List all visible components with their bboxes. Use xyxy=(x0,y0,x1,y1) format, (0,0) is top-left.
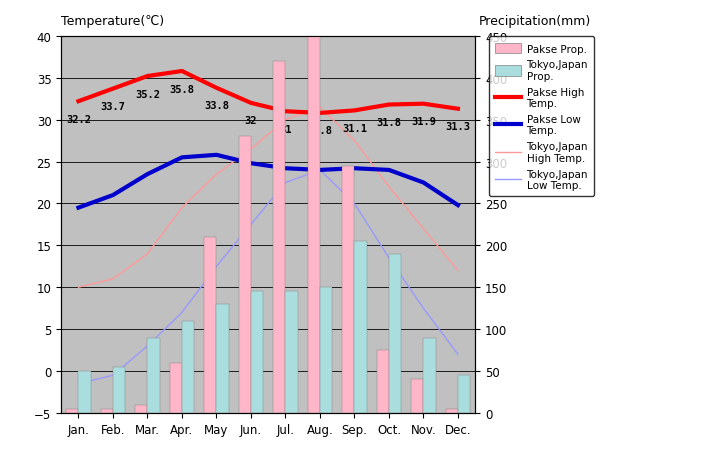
Bar xyxy=(354,241,366,413)
Text: 33.7: 33.7 xyxy=(101,102,125,112)
Text: Temperature(℃): Temperature(℃) xyxy=(61,15,164,28)
Text: Precipitation(mm): Precipitation(mm) xyxy=(479,15,591,28)
Text: 33.8: 33.8 xyxy=(204,101,229,111)
Text: 31.9: 31.9 xyxy=(411,117,436,127)
Bar xyxy=(217,304,228,413)
Bar xyxy=(113,367,125,413)
Bar xyxy=(66,409,78,413)
Bar xyxy=(182,321,194,413)
Text: 31.3: 31.3 xyxy=(446,122,470,132)
Bar xyxy=(458,375,470,413)
Bar xyxy=(320,288,332,413)
Bar xyxy=(308,37,320,413)
Bar xyxy=(170,363,182,413)
Text: 32: 32 xyxy=(245,116,257,126)
Bar xyxy=(343,166,354,413)
Bar xyxy=(446,409,458,413)
Bar xyxy=(423,338,436,413)
Bar xyxy=(101,409,113,413)
Text: 30.8: 30.8 xyxy=(307,126,333,136)
Legend: Pakse Prop., Tokyo,Japan
Prop., Pakse High
Temp., Pakse Low
Temp., Tokyo,Japan
H: Pakse Prop., Tokyo,Japan Prop., Pakse Hi… xyxy=(489,37,594,197)
Text: 31.8: 31.8 xyxy=(377,118,402,128)
Bar xyxy=(148,338,160,413)
Bar xyxy=(389,254,401,413)
Text: 32.2: 32.2 xyxy=(66,114,91,124)
Bar xyxy=(204,237,217,413)
Bar xyxy=(251,292,263,413)
Bar xyxy=(411,380,423,413)
Text: 31: 31 xyxy=(279,124,292,134)
Bar xyxy=(78,371,91,413)
Bar xyxy=(274,62,285,413)
Text: 31.1: 31.1 xyxy=(342,124,367,134)
Bar xyxy=(239,137,251,413)
Bar xyxy=(285,292,297,413)
Text: 35.8: 35.8 xyxy=(169,84,194,95)
Text: 35.2: 35.2 xyxy=(135,90,160,100)
Bar xyxy=(377,350,389,413)
Bar xyxy=(135,405,148,413)
